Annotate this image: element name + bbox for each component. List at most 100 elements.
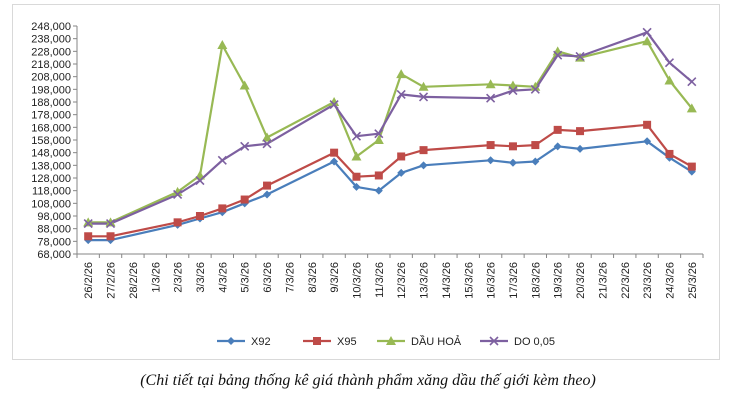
y-tick-label: 168,000 [31,122,71,134]
y-tick-label: 148,000 [31,148,71,160]
data-point-2 [373,135,384,144]
data-point-3-stroke [553,50,563,60]
x-tick-label: 24/3/26 [664,262,676,299]
y-tick-label: 248,000 [31,21,71,33]
data-point-3 [530,84,540,94]
x-tick-label: 1/3/26 [150,262,162,293]
data-point-0 [486,156,495,165]
y-tick-label: 68,000 [37,249,71,261]
y-tick-label: 218,000 [31,59,71,71]
y-tick-label: 88,000 [37,224,71,236]
x-tick-label: 20/3/26 [575,262,587,299]
data-point-3-stroke [195,175,205,186]
data-point-3-stroke [530,84,540,94]
legend-label-0: X92 [251,336,271,348]
data-point-3-stroke [642,27,652,37]
x-tick-label: 16/3/26 [486,262,498,299]
data-point-3 [418,92,429,102]
y-tick-label: 198,000 [31,84,71,96]
data-point-3-stroke [351,131,362,141]
x-tick-label: 28/2/26 [128,262,140,299]
data-point-0 [352,182,361,191]
legend-marker-0 [227,337,235,345]
data-point-3-stroke [396,89,406,99]
data-point-2 [485,79,496,89]
data-point-3-stroke [418,92,429,102]
y-tick-label: 178,000 [31,110,71,122]
data-point-1 [374,171,383,180]
legend-marker-1 [313,337,321,345]
data-point-3 [553,50,563,60]
data-point-1 [643,120,652,129]
y-tick-label: 118,000 [32,186,71,198]
data-point-3 [195,175,205,186]
y-tick-label: 238,000 [31,34,71,46]
x-tick-label: 22/3/26 [620,262,632,299]
data-point-0 [553,142,562,151]
y-tick-label: 158,000 [31,135,71,147]
data-point-2 [664,75,675,85]
data-point-3-stroke [173,189,183,200]
x-tick-label: 13/3/26 [419,262,431,299]
y-tick-label: 78,000 [37,236,71,248]
legend-marker-3 [489,336,499,346]
y-tick-label: 128,000 [31,173,71,185]
data-point-0 [508,158,517,167]
x-tick-label: 26/2/26 [83,262,95,299]
data-point-3 [83,219,93,229]
x-tick-label: 7/3/26 [284,262,296,293]
data-point-2 [262,132,273,142]
data-point-2 [239,80,250,90]
data-point-0 [643,137,652,146]
data-point-2 [83,217,94,227]
x-tick-label: 12/3/26 [396,262,408,299]
data-point-2 [642,36,653,46]
x-tick-label: 6/3/26 [262,262,274,293]
data-point-3 [396,89,406,99]
data-point-3 [217,155,227,165]
data-point-3 [575,51,585,61]
y-tick-label: 228,000 [31,46,71,58]
x-tick-label: 27/2/26 [106,262,118,299]
chart-caption: (Chi tiết tại bảng thống kê giá thành ph… [140,372,596,389]
data-point-3 [329,99,339,110]
data-point-1 [531,141,540,150]
x-tick-label: 8/3/26 [307,262,319,293]
x-tick-label: 5/3/26 [240,262,252,293]
data-point-1 [397,152,406,161]
data-point-0 [419,161,428,170]
x-tick-label: 2/3/26 [173,262,185,293]
data-point-2 [172,186,183,196]
data-point-2 [217,40,228,49]
y-tick-label: 208,000 [31,72,71,84]
line-chart: 68,00078,00088,00098,000108,000118,00012… [31,21,704,348]
data-point-2 [105,217,116,227]
data-point-3 [664,58,675,68]
y-tick-label: 188,000 [31,97,71,109]
x-tick-label: 9/3/26 [329,262,341,293]
legend-label-1: X95 [337,336,357,348]
data-point-3 [173,189,183,200]
data-point-1 [240,195,249,204]
x-tick-label: 14/3/26 [441,262,453,299]
data-point-3-stroke [374,129,384,139]
data-point-1 [84,232,93,241]
data-point-2 [530,81,541,91]
y-tick-label: 138,000 [31,160,71,172]
data-point-2 [418,81,429,91]
data-point-1 [106,232,115,241]
legend-marker-2 [386,336,396,345]
data-point-3 [687,77,697,87]
data-point-3 [374,129,384,139]
data-point-3-stroke [217,155,227,165]
data-point-0 [374,186,383,195]
data-point-3-stroke [105,219,116,229]
y-tick-label: 98,000 [37,211,71,223]
data-point-3 [262,139,272,149]
data-point-1 [508,142,517,151]
data-point-3-stroke [575,51,585,61]
x-tick-label: 23/3/26 [642,262,654,299]
y-tick-label: 108,000 [31,198,71,210]
data-point-3 [351,131,362,141]
legend-label-3: DO 0,05 [514,336,555,348]
